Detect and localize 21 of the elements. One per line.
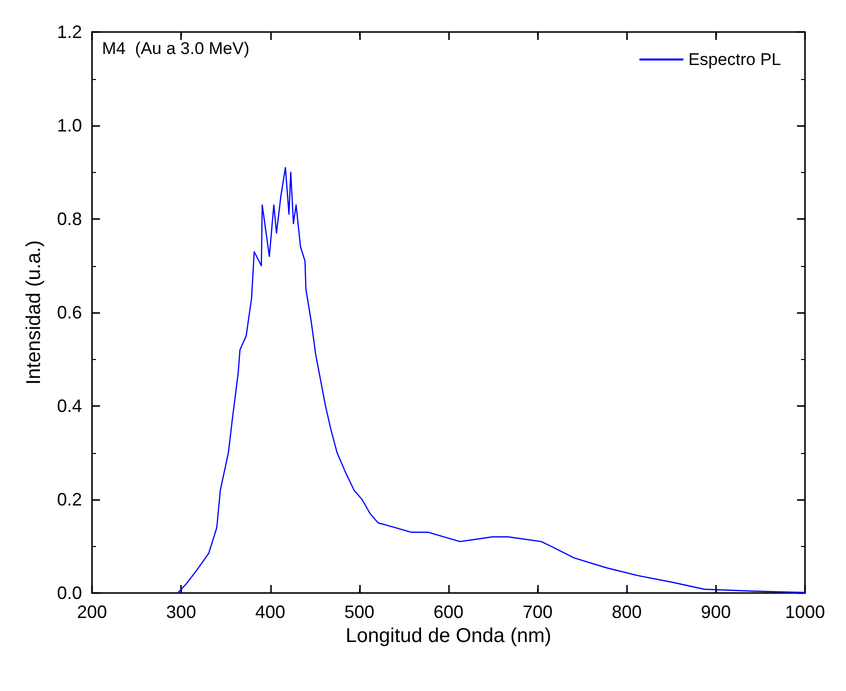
line-series — [176, 166, 806, 594]
y-tick-label: 0.4 — [56, 396, 82, 416]
annotation: M4 (Au a 3.0 MeV) — [102, 39, 250, 58]
x-axis-title: Longitud de Onda (nm) — [346, 624, 552, 647]
x-tick-label: 900 — [700, 602, 731, 622]
y-tick-label: 0.8 — [56, 209, 82, 229]
y-axis-title: Intensidad (u.a.) — [23, 240, 45, 385]
legend-label: Espectro PL — [688, 50, 782, 69]
y-tick-label: 0.6 — [56, 302, 82, 322]
x-tick-label: 200 — [76, 602, 108, 622]
y-tick-label: 0.0 — [56, 583, 82, 603]
x-tick-label: 800 — [612, 602, 642, 622]
x-tick-label: 700 — [522, 602, 553, 622]
y-tick-label: 0.2 — [56, 490, 82, 510]
x-tick-label: 500 — [344, 602, 374, 622]
x-tick-label: 1000 — [784, 602, 826, 622]
y-tick-label: 1.2 — [56, 22, 82, 42]
x-tick-label: 600 — [433, 602, 464, 622]
x-tick-label: 400 — [255, 602, 286, 622]
x-tick-label: 300 — [166, 602, 196, 622]
y-tick-label: 1.0 — [56, 116, 82, 136]
